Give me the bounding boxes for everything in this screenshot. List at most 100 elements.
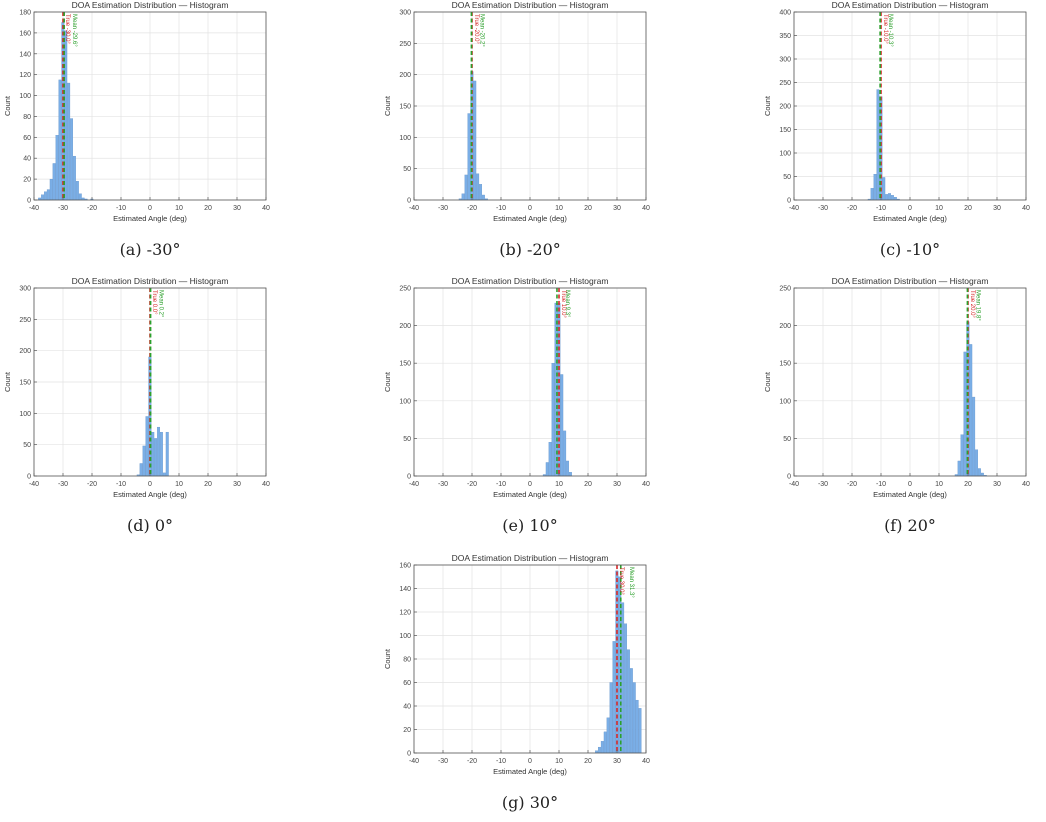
histogram-panel: True 0.0° Mean 0.2° -40 -30 -20 -10 0 10 20 30 40 0…: [0, 276, 300, 508]
y-tick-label: 300: [399, 10, 411, 17]
histogram-bar: [75, 181, 79, 201]
y-axis-label: Count: [383, 95, 392, 116]
x-tick-label: 30: [993, 205, 1001, 212]
y-tick-label: 250: [779, 80, 791, 87]
histogram-bar: [635, 699, 639, 754]
histogram-panel: True 10.0° Mean 9.3° -40 -30 -20 -10 0 10 20 30 40…: [380, 276, 680, 508]
y-tick-label: 160: [399, 563, 411, 570]
x-tick-label: -30: [58, 205, 68, 212]
mean-angle-label: Mean -29.6°: [71, 14, 77, 47]
x-tick-label: 40: [262, 481, 270, 488]
x-tick-label: -30: [58, 481, 68, 488]
subfigure-caption: (b) -20°: [499, 240, 561, 259]
y-tick-label: 50: [403, 166, 411, 173]
x-tick-label: -20: [467, 205, 477, 212]
true-angle-label: True 30.0°: [618, 567, 624, 595]
mean-angle-label: Mean 0.2°: [158, 290, 164, 318]
y-tick-label: 180: [19, 10, 31, 17]
x-tick-label: -30: [438, 758, 448, 765]
y-tick-label: 0: [27, 474, 31, 481]
mean-angle-label: Mean 31.3°: [628, 567, 634, 598]
mean-angle-label: Mean -20.2°: [478, 14, 484, 47]
histogram-bar: [473, 80, 477, 201]
histogram-bar: [629, 668, 633, 754]
x-tick-label: 40: [1022, 205, 1030, 212]
histogram-bar: [78, 193, 82, 201]
histogram-bar: [548, 442, 552, 477]
subfigure-caption: (d) 0°: [127, 516, 173, 535]
histogram-bar: [969, 344, 973, 477]
y-tick-label: 80: [23, 114, 31, 121]
y-tick-label: 100: [399, 633, 411, 640]
y-tick-label: 350: [779, 33, 791, 40]
y-axis-label: Count: [763, 95, 772, 116]
x-tick-label: 40: [1022, 481, 1030, 488]
histogram-bar: [44, 191, 47, 201]
y-tick-label: 400: [779, 10, 791, 17]
x-axis-label: Estimated Angle (deg): [873, 490, 947, 499]
x-axis-label: Estimated Angle (deg): [113, 490, 187, 499]
histogram-bar: [461, 193, 465, 201]
y-tick-label: 100: [399, 135, 411, 142]
x-tick-label: 0: [528, 205, 532, 212]
y-tick-label: 50: [23, 442, 31, 449]
histogram-bar: [139, 463, 143, 477]
y-tick-label: 150: [399, 104, 411, 111]
histogram-bar: [464, 174, 468, 201]
histogram-panel: True -20.0° Mean -20.2° -40 -30 -20 -10 0 10 20 3…: [380, 0, 680, 232]
x-tick-label: -40: [409, 481, 419, 488]
x-tick-label: 40: [642, 481, 650, 488]
y-tick-label: 60: [403, 680, 411, 687]
histogram-bar: [154, 438, 158, 477]
histogram-bar: [482, 194, 485, 201]
x-tick-label: -10: [496, 758, 506, 765]
histogram-bar: [612, 641, 616, 754]
histogram-chart: True -30.0° Mean -29.6° -40 -30 -20 -10 0 10 20 3…: [3, 0, 270, 223]
y-axis-label: Count: [763, 371, 772, 392]
x-tick-label: 0: [908, 205, 912, 212]
x-tick-label: -20: [87, 481, 97, 488]
chart-title: DOA Estimation Distribution — Histogram: [832, 0, 989, 10]
histogram-bar: [568, 472, 572, 477]
y-tick-label: 300: [779, 57, 791, 64]
y-tick-label: 20: [403, 727, 411, 734]
x-tick-label: -20: [847, 481, 857, 488]
histogram-bar: [606, 717, 610, 754]
histogram-panel: True -30.0° Mean -29.6° -40 -30 -20 -10 0 10 20 3…: [0, 0, 300, 232]
histogram-bar: [609, 682, 613, 754]
histogram-bar: [893, 197, 897, 201]
histogram-bar: [977, 468, 981, 477]
y-tick-label: 100: [19, 93, 31, 100]
subfigure-caption: (c) -10°: [879, 240, 941, 259]
y-tick-label: 250: [399, 286, 411, 293]
true-angle-label: True -30.0°: [64, 14, 70, 44]
x-tick-label: 30: [233, 205, 241, 212]
chart-title: DOA Estimation Distribution — Histogram: [452, 276, 609, 286]
histogram-bar: [55, 135, 59, 201]
x-tick-label: 10: [175, 205, 183, 212]
subfigure-caption: (e) 10°: [502, 516, 558, 535]
y-tick-label: 250: [19, 317, 31, 324]
chart-title: DOA Estimation Distribution — Histogram: [452, 0, 609, 10]
x-tick-label: 10: [175, 481, 183, 488]
histogram-bar: [560, 374, 564, 477]
histogram-bar: [972, 396, 976, 477]
x-tick-label: 20: [584, 481, 592, 488]
x-tick-label: 40: [642, 205, 650, 212]
y-tick-label: 300: [19, 286, 31, 293]
histogram-bar: [58, 79, 62, 201]
histogram-chart: True 0.0° Mean 0.2° -40 -30 -20 -10 0 10 20 30 40 0…: [3, 276, 270, 499]
histogram-chart: True 20.0° Mean 19.8° -40 -30 -20 -10 0 10 20 30 4…: [763, 276, 1030, 499]
x-tick-label: -20: [467, 758, 477, 765]
y-tick-label: 140: [19, 51, 31, 58]
x-tick-label: 20: [584, 205, 592, 212]
histogram-bar: [73, 155, 76, 201]
y-tick-label: 250: [779, 286, 791, 293]
histogram-bar: [157, 426, 160, 477]
histogram-bar: [545, 462, 549, 477]
x-tick-label: -30: [818, 481, 828, 488]
histogram-bar: [41, 194, 44, 201]
x-axis-label: Estimated Angle (deg): [493, 490, 567, 499]
y-tick-label: 0: [787, 474, 791, 481]
subfigure-caption: (a) -30°: [119, 240, 181, 259]
